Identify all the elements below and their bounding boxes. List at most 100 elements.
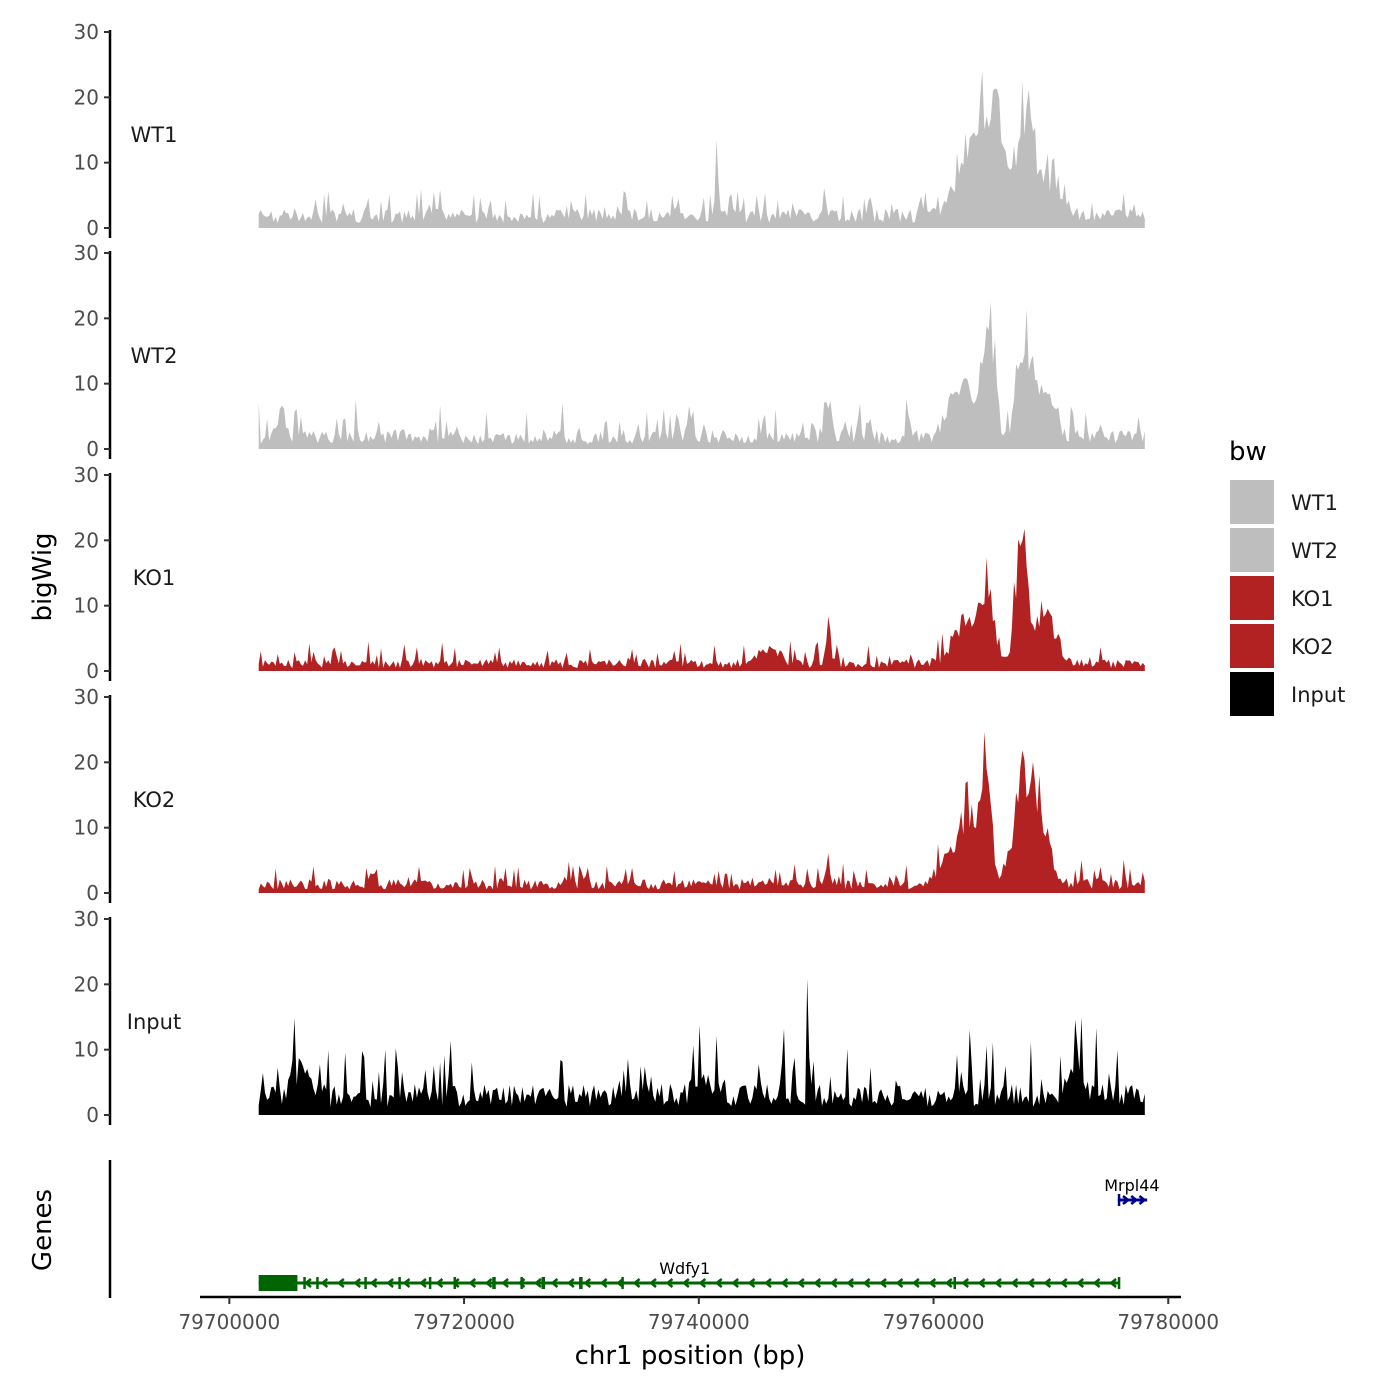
gene-exon — [520, 1277, 523, 1289]
strand-arrow — [616, 1278, 624, 1288]
y-tick-label: 20 — [74, 750, 99, 774]
coverage-area-ko1 — [258, 528, 1145, 671]
strand-arrow — [994, 1278, 1002, 1288]
strand-arrow — [418, 1278, 427, 1288]
x-tick-label: 79740000 — [648, 1310, 750, 1334]
y-tick-label: 0 — [86, 881, 99, 905]
track-label: KO1 — [133, 566, 176, 590]
legend-title: bw — [1229, 437, 1267, 467]
strand-arrow — [813, 1278, 822, 1288]
coverage-area-input — [258, 978, 1145, 1115]
strand-arrow — [402, 1278, 411, 1288]
x-axis: 79700000 79720000 79740000 79760000 79780000 — [178, 1295, 1219, 1334]
strand-arrow — [1043, 1278, 1052, 1288]
strand-arrow — [583, 1278, 592, 1288]
strand-arrow — [944, 1278, 953, 1288]
legend-label: KO1 — [1291, 587, 1334, 611]
y-tick-label: 30 — [74, 241, 99, 265]
y-tick-label: 0 — [86, 437, 99, 461]
y-tick-label: 20 — [74, 528, 99, 552]
legend-label: WT2 — [1291, 539, 1338, 563]
gene-exon — [492, 1277, 496, 1289]
strand-arrow — [451, 1278, 460, 1288]
gene-exon — [398, 1277, 401, 1289]
x-tick-label: 79700000 — [178, 1310, 280, 1334]
legend-label: KO2 — [1291, 635, 1334, 659]
legend-swatch-ko2 — [1230, 624, 1274, 668]
strand-arrow — [1122, 1195, 1131, 1205]
strand-arrow — [862, 1278, 871, 1288]
strand-arrow — [649, 1278, 657, 1288]
x-axis-title: chr1 position (bp) — [575, 1341, 806, 1371]
gene-exon — [1117, 1194, 1121, 1206]
strand-arrow — [747, 1278, 756, 1288]
gene-exon — [428, 1277, 432, 1289]
coverage-area-wt2 — [258, 301, 1145, 449]
y-axis-title: bigWig — [28, 532, 58, 621]
strand-arrow — [632, 1278, 641, 1288]
strand-arrow — [796, 1278, 805, 1288]
strand-arrow — [829, 1278, 838, 1288]
strand-arrow — [386, 1278, 394, 1288]
strand-arrow — [566, 1278, 575, 1288]
strand-arrow — [977, 1278, 986, 1288]
strand-arrow — [895, 1278, 904, 1288]
y-tick-label: 0 — [86, 659, 99, 683]
legend-swatch-wt1 — [1230, 480, 1274, 524]
gene-exon — [258, 1275, 298, 1291]
coverage-area-wt1 — [258, 70, 1145, 228]
strand-arrow — [1092, 1278, 1101, 1288]
y-tick-label: 10 — [74, 1038, 99, 1062]
strand-arrow — [468, 1278, 477, 1288]
strand-arrow — [1109, 1278, 1117, 1288]
track-label: Input — [127, 1010, 181, 1034]
strand-arrow — [681, 1278, 690, 1288]
y-tick-label: 10 — [74, 151, 99, 175]
legend-swatch-ko1 — [1230, 576, 1274, 620]
strand-arrow — [928, 1278, 937, 1288]
y-tick-label: 30 — [74, 20, 99, 44]
y-tick-label: 20 — [74, 85, 99, 109]
genes-track: Wdfy1 Mrpl44 — [108, 1160, 1160, 1298]
track-label: WT1 — [131, 123, 178, 147]
strand-arrow — [846, 1278, 854, 1288]
strand-arrow — [1130, 1195, 1139, 1205]
y-tick-label: 0 — [86, 216, 99, 240]
gene-exon — [621, 1277, 624, 1289]
gene-exon — [1117, 1277, 1121, 1289]
legend-label: WT1 — [1291, 491, 1338, 515]
strand-arrow — [303, 1278, 312, 1288]
strand-arrow — [353, 1278, 362, 1288]
strand-arrow — [1059, 1278, 1068, 1288]
genes-axis-title: Genes — [28, 1189, 58, 1271]
y-tick-label: 10 — [74, 816, 99, 840]
strand-arrow — [1010, 1278, 1019, 1288]
strand-arrow — [435, 1278, 444, 1288]
legend-swatch-wt2 — [1230, 528, 1274, 572]
strand-arrow — [369, 1278, 378, 1288]
x-tick-label: 79720000 — [413, 1310, 515, 1334]
y-tick-label: 30 — [74, 463, 99, 487]
track-label: WT2 — [131, 344, 178, 368]
strand-arrow — [484, 1278, 493, 1288]
strand-arrow — [599, 1278, 608, 1288]
y-tick-label: 0 — [86, 1103, 99, 1127]
y-tick-label: 10 — [74, 594, 99, 618]
x-tick-label: 79780000 — [1117, 1310, 1219, 1334]
gene-exon — [364, 1277, 367, 1289]
gene-label: Mrpl44 — [1104, 1176, 1159, 1195]
gene-exon — [953, 1277, 956, 1289]
track-label: KO2 — [133, 788, 176, 812]
strand-arrow — [879, 1278, 887, 1288]
strand-arrow — [665, 1278, 674, 1288]
gene-exon — [541, 1277, 546, 1289]
strand-arrow — [550, 1278, 559, 1288]
strand-arrow — [731, 1278, 739, 1288]
gene-label: Wdfy1 — [659, 1259, 710, 1278]
strand-arrow — [764, 1278, 772, 1288]
strand-arrow — [1076, 1278, 1085, 1288]
strand-arrow — [961, 1278, 970, 1288]
y-tick-label: 20 — [74, 306, 99, 330]
y-tick-label: 30 — [74, 907, 99, 931]
strand-arrow — [517, 1278, 526, 1288]
